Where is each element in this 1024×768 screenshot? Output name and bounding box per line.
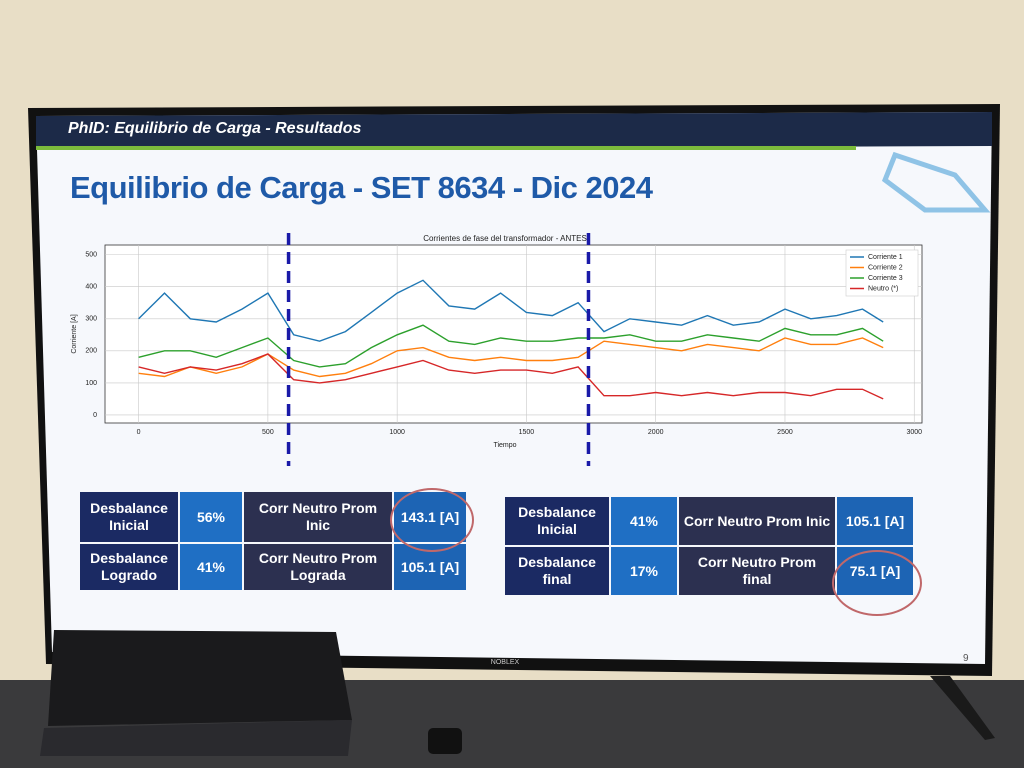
cell: Corr Neutro Prom Inic [244, 492, 392, 542]
remote [428, 728, 462, 754]
cell: Desbalance Inicial [80, 492, 178, 542]
chart-title: Corrientes de fase del transformador - A… [423, 234, 587, 243]
highlight-ring [832, 550, 922, 616]
x-tick-label: 1500 [519, 429, 535, 436]
cell: Corr Neutro Prom Lograda [244, 544, 392, 590]
legend-label: Corriente 1 [868, 254, 903, 261]
tv-brand: NOBLEX [491, 659, 520, 666]
y-axis-label: Corriente [A] [71, 314, 78, 353]
tv-stand [930, 676, 995, 740]
y-tick-label: 200 [85, 348, 97, 355]
x-tick-label: 1000 [389, 429, 405, 436]
cell: Desbalance final [505, 547, 609, 595]
cell: 56% [180, 492, 242, 542]
cell: 105.1 [A] [837, 497, 913, 545]
slide-header-bar [36, 112, 992, 150]
y-tick-label: 300 [85, 316, 97, 323]
results-table: Desbalance Inicial 41% Corr Neutro Prom … [503, 495, 915, 597]
y-tick-label: 400 [85, 284, 97, 291]
page-number: 9 [963, 653, 969, 664]
y-tick-label: 100 [85, 380, 97, 387]
cell: 17% [611, 547, 677, 595]
cell: Desbalance Logrado [80, 544, 178, 590]
x-tick-label: 2500 [777, 429, 793, 436]
legend-label: Neutro (*) [868, 285, 898, 292]
plot-area [104, 244, 923, 424]
slide-title: Equilibrio de Carga - SET 8634 - Dic 202… [70, 170, 653, 205]
cell: 41% [180, 544, 242, 590]
header-accent [36, 146, 856, 150]
x-tick-label: 500 [262, 429, 274, 436]
laptop-base [40, 720, 352, 756]
cell: Corr Neutro Prom final [679, 547, 835, 595]
cell: 41% [611, 497, 677, 545]
legend-label: Corriente 3 [868, 275, 903, 282]
series-line [138, 324, 884, 368]
series-line [138, 353, 884, 400]
highlight-ring [390, 488, 474, 552]
series-line [138, 279, 884, 342]
x-tick-label: 2000 [648, 429, 664, 436]
cell: Corr Neutro Prom Inic [679, 497, 835, 545]
decor-hex [881, 151, 991, 213]
legend-label: Corriente 2 [868, 264, 903, 271]
cell: Desbalance Inicial [505, 497, 609, 545]
x-tick-label: 3000 [906, 429, 922, 436]
laptop-screen [48, 630, 352, 726]
header-title: PhID: Equilibrio de Carga - Resultados [68, 120, 362, 137]
y-tick-label: 500 [85, 251, 97, 258]
y-tick-label: 0 [93, 412, 97, 419]
x-axis-label: Tiempo [493, 442, 516, 449]
x-tick-label: 0 [137, 429, 141, 436]
